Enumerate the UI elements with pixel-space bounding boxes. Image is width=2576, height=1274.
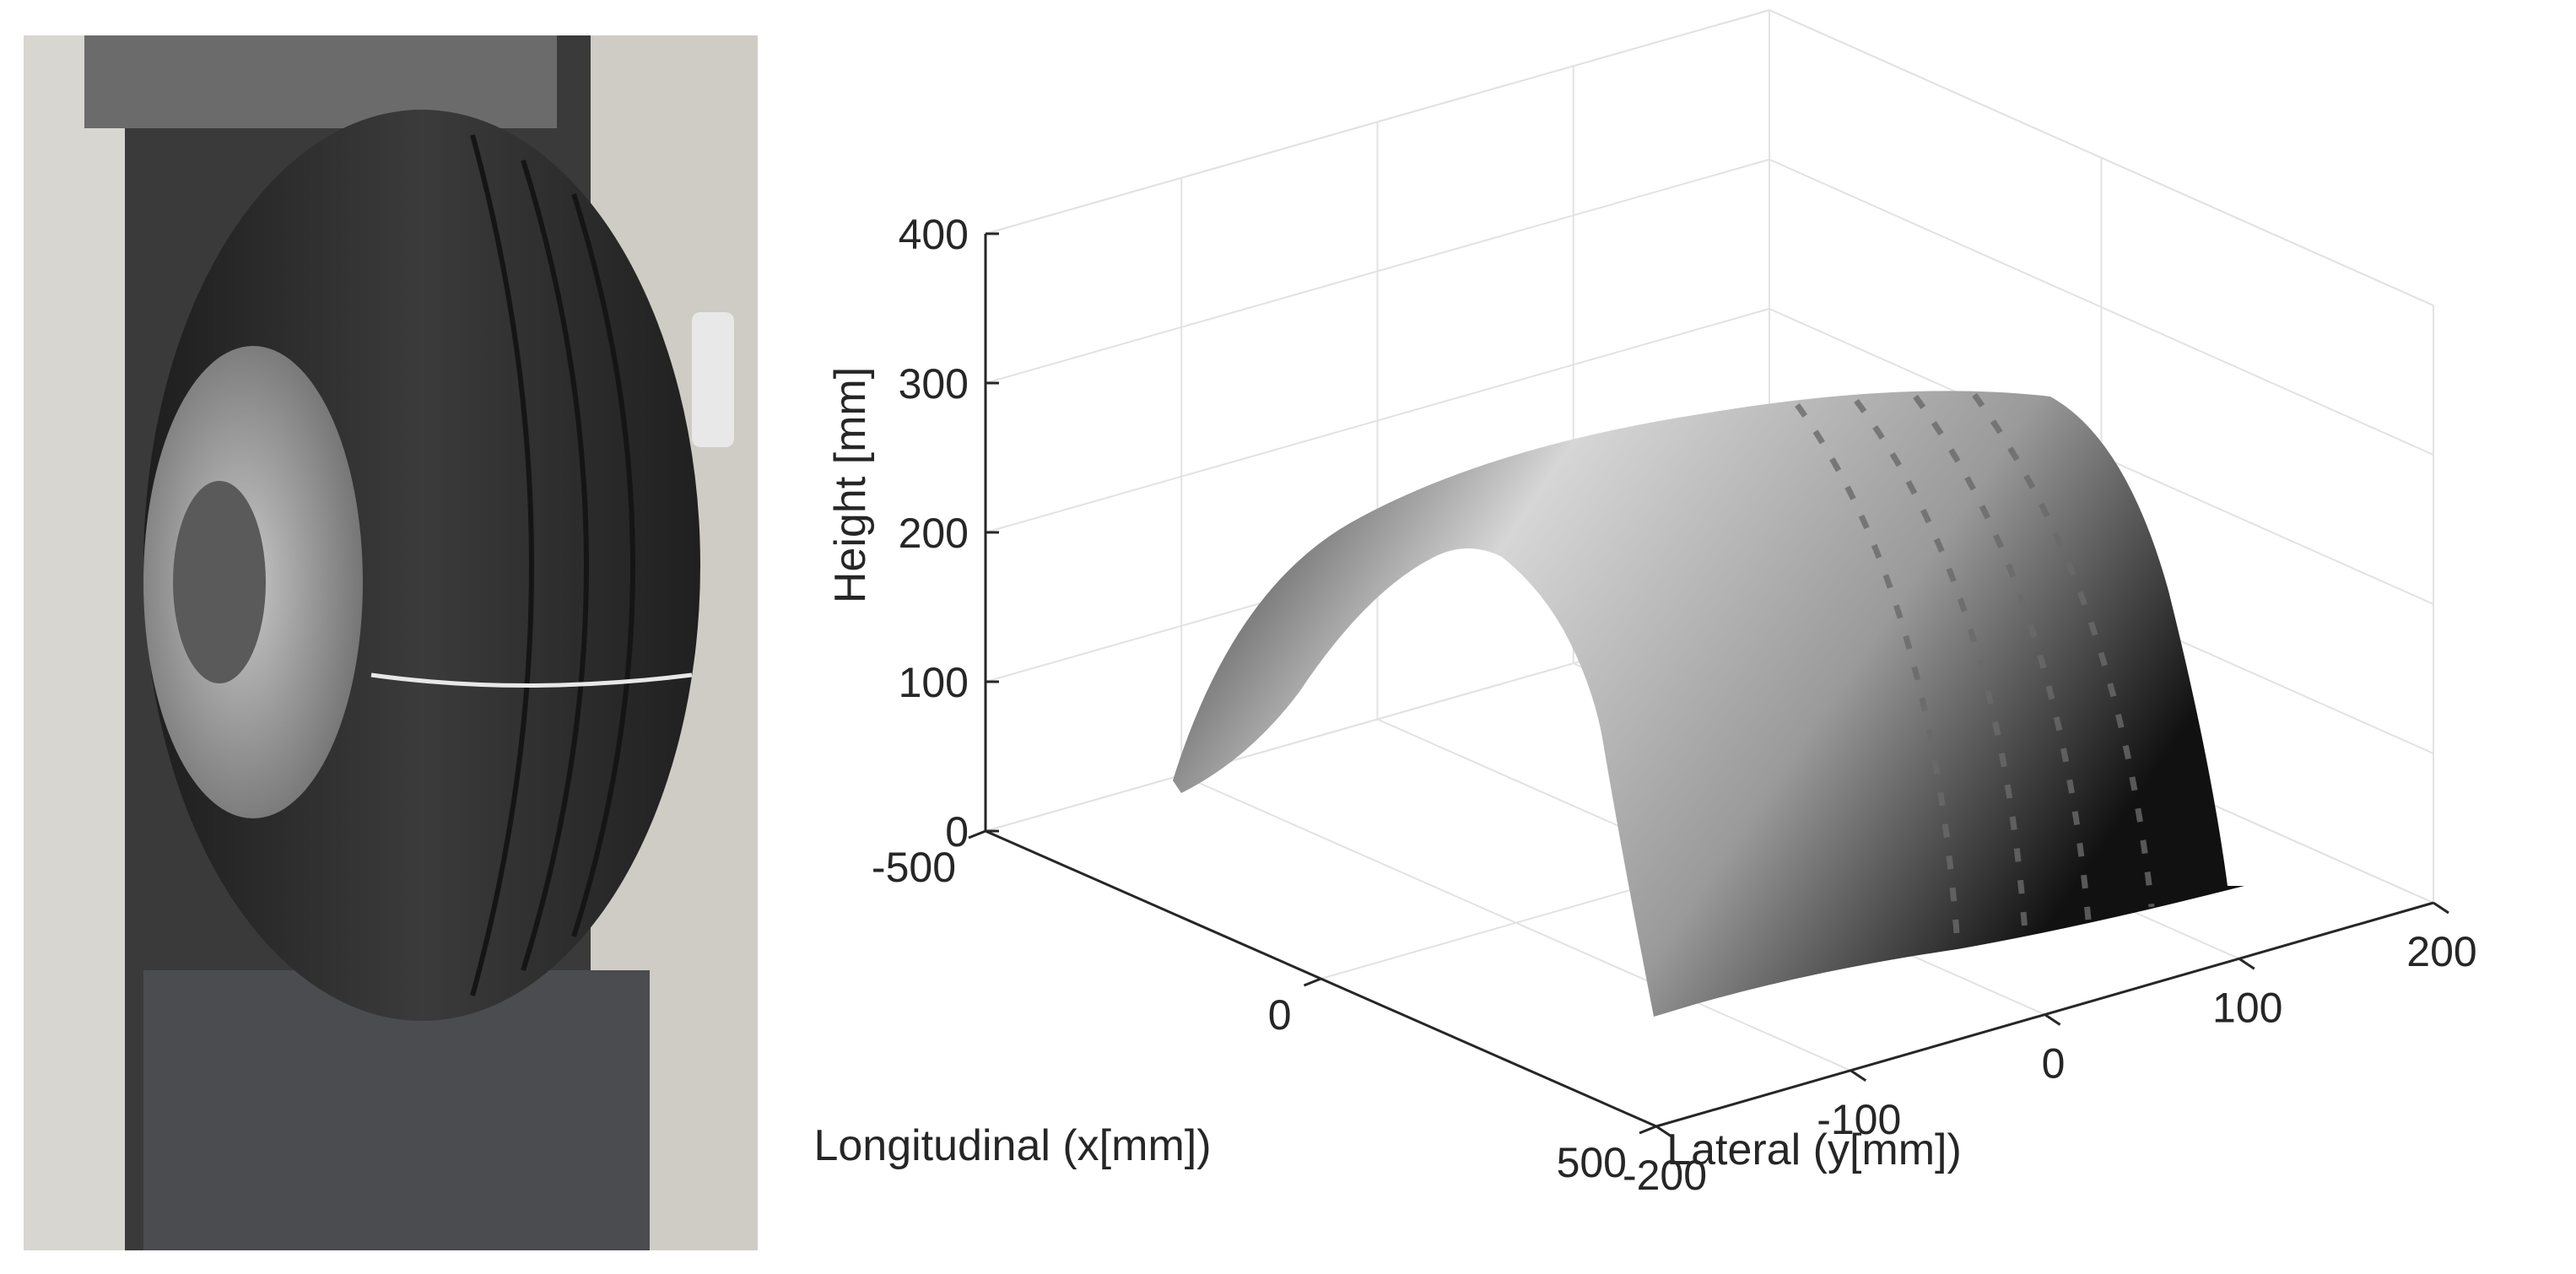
y-tick-label: -200 — [1623, 1152, 1707, 1199]
z-tick-label: 400 — [899, 211, 969, 258]
y-tick-mark — [2433, 901, 2449, 915]
y-axis-label: Lateral (y[mm]) — [1666, 1126, 1962, 1174]
top-press-plate — [84, 35, 557, 128]
control-pendant — [692, 312, 734, 447]
y-tick-label: 100 — [2212, 984, 2282, 1031]
y-tick-label: 200 — [2406, 928, 2476, 975]
x-tick-mark — [1303, 977, 1322, 987]
x-tick-label: -500 — [872, 844, 956, 891]
y-tick-label: 0 — [2042, 1040, 2066, 1088]
grid-line — [1769, 9, 2434, 306]
z-tick-label: 300 — [899, 360, 969, 408]
y-tick-mark — [2238, 958, 2255, 970]
frame-left-post — [24, 35, 125, 1250]
tire-photo — [0, 0, 759, 1270]
grid-line — [985, 9, 1770, 235]
tire-photo-illustration — [24, 35, 758, 1250]
x-tick-label: 500 — [1557, 1139, 1627, 1186]
chalk-line — [370, 672, 693, 688]
x-tick-mark — [968, 829, 986, 839]
z-axis-label: Height [mm] — [826, 367, 875, 603]
y-tick-mark — [2044, 1013, 2061, 1026]
wheel-hub — [173, 481, 266, 683]
grid-line — [1180, 774, 1851, 1072]
y-tick-mark — [1655, 1125, 1672, 1138]
x-tick-label: 0 — [1268, 991, 1292, 1039]
z-tick-label: 200 — [899, 510, 969, 557]
z-tick-label: 0 — [945, 808, 969, 856]
tire-surface — [1173, 391, 2244, 1017]
tire-tread-grooves — [470, 134, 635, 996]
x-tick-mark — [1639, 1125, 1657, 1135]
y-tick-label: -100 — [1817, 1096, 1901, 1143]
x-axis-label: Longitudinal (x[mm]) — [813, 1121, 1211, 1170]
z-tick-label: 100 — [899, 659, 969, 706]
y-tick-mark — [1850, 1069, 1867, 1082]
surface-plot: 0 100 200 300 400 -500 0 500 -200 -100 0 100 200 Hei… — [759, 0, 2576, 1270]
